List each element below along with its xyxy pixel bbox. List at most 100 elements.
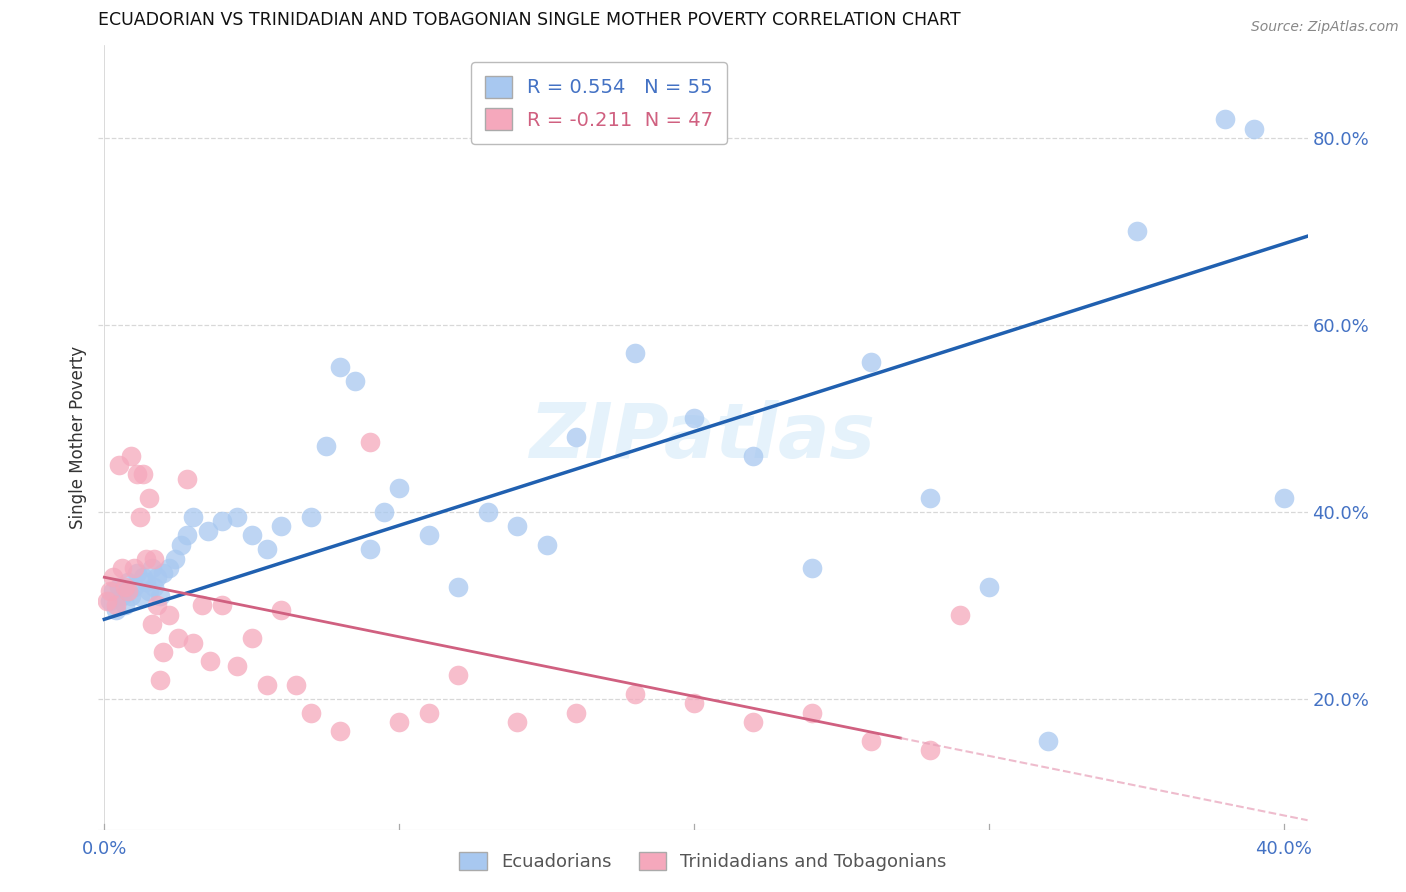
- Point: [114, 580, 136, 594]
- Point: [165, 551, 187, 566]
- Point: [1243, 121, 1265, 136]
- Point: [128, 589, 150, 603]
- Point: [388, 482, 411, 496]
- Point: [1036, 733, 1059, 747]
- Point: [270, 519, 292, 533]
- Text: ECUADORIAN VS TRINIDADIAN AND TOBAGONIAN SINGLE MOTHER POVERTY CORRELATION CHART: ECUADORIAN VS TRINIDADIAN AND TOBAGONIAN…: [98, 12, 962, 29]
- Point: [240, 528, 263, 542]
- Point: [111, 589, 134, 603]
- Point: [977, 580, 1000, 594]
- Point: [200, 654, 222, 668]
- Point: [197, 524, 219, 538]
- Point: [146, 599, 169, 613]
- Point: [135, 551, 157, 566]
- Point: [285, 678, 308, 692]
- Point: [359, 542, 381, 557]
- Point: [315, 439, 337, 453]
- Point: [122, 561, 145, 575]
- Point: [447, 668, 470, 682]
- Point: [131, 467, 153, 482]
- Point: [114, 599, 136, 613]
- Point: [256, 542, 278, 557]
- Point: [240, 631, 263, 645]
- Point: [801, 706, 824, 720]
- Point: [860, 355, 883, 369]
- Point: [170, 537, 193, 551]
- Point: [143, 551, 166, 566]
- Point: [181, 635, 204, 649]
- Point: [125, 467, 148, 482]
- Text: ZIPatlas: ZIPatlas: [530, 401, 876, 474]
- Point: [226, 509, 249, 524]
- Point: [108, 580, 131, 594]
- Point: [329, 359, 352, 374]
- Point: [1213, 112, 1236, 127]
- Point: [683, 411, 706, 425]
- Point: [211, 514, 233, 528]
- Point: [120, 449, 142, 463]
- Point: [506, 519, 529, 533]
- Point: [299, 509, 322, 524]
- Point: [190, 599, 212, 613]
- Point: [742, 449, 765, 463]
- Point: [418, 706, 440, 720]
- Point: [143, 580, 166, 594]
- Point: [120, 589, 142, 603]
- Point: [128, 509, 150, 524]
- Point: [270, 603, 292, 617]
- Point: [860, 733, 883, 747]
- Point: [506, 715, 529, 730]
- Point: [176, 472, 198, 486]
- Point: [624, 687, 647, 701]
- Point: [157, 607, 180, 622]
- Point: [117, 584, 139, 599]
- Point: [418, 528, 440, 542]
- Point: [624, 346, 647, 360]
- Point: [536, 537, 558, 551]
- Point: [141, 617, 163, 632]
- Legend: R = 0.554   N = 55, R = -0.211  N = 47: R = 0.554 N = 55, R = -0.211 N = 47: [471, 62, 727, 144]
- Point: [108, 458, 131, 472]
- Point: [477, 505, 499, 519]
- Point: [96, 593, 118, 607]
- Point: [1272, 491, 1295, 505]
- Point: [122, 580, 145, 594]
- Point: [125, 566, 148, 580]
- Point: [1125, 225, 1147, 239]
- Point: [138, 584, 160, 599]
- Point: [447, 580, 470, 594]
- Point: [152, 566, 174, 580]
- Point: [343, 374, 366, 388]
- Point: [359, 434, 381, 449]
- Point: [101, 570, 124, 584]
- Point: [226, 659, 249, 673]
- Point: [138, 491, 160, 505]
- Point: [373, 505, 395, 519]
- Point: [176, 528, 198, 542]
- Point: [181, 509, 204, 524]
- Point: [299, 706, 322, 720]
- Point: [98, 593, 121, 607]
- Point: [135, 574, 157, 589]
- Point: [329, 724, 352, 739]
- Point: [105, 599, 128, 613]
- Point: [152, 645, 174, 659]
- Y-axis label: Single Mother Poverty: Single Mother Poverty: [69, 345, 87, 529]
- Point: [388, 715, 411, 730]
- Point: [157, 561, 180, 575]
- Point: [565, 430, 588, 444]
- Point: [101, 584, 124, 599]
- Point: [742, 715, 765, 730]
- Point: [98, 584, 121, 599]
- Point: [117, 574, 139, 589]
- Point: [920, 491, 942, 505]
- Point: [683, 697, 706, 711]
- Point: [256, 678, 278, 692]
- Point: [167, 631, 190, 645]
- Point: [146, 570, 169, 584]
- Point: [565, 706, 588, 720]
- Point: [211, 599, 233, 613]
- Text: Source: ZipAtlas.com: Source: ZipAtlas.com: [1251, 20, 1399, 34]
- Point: [920, 743, 942, 757]
- Point: [801, 561, 824, 575]
